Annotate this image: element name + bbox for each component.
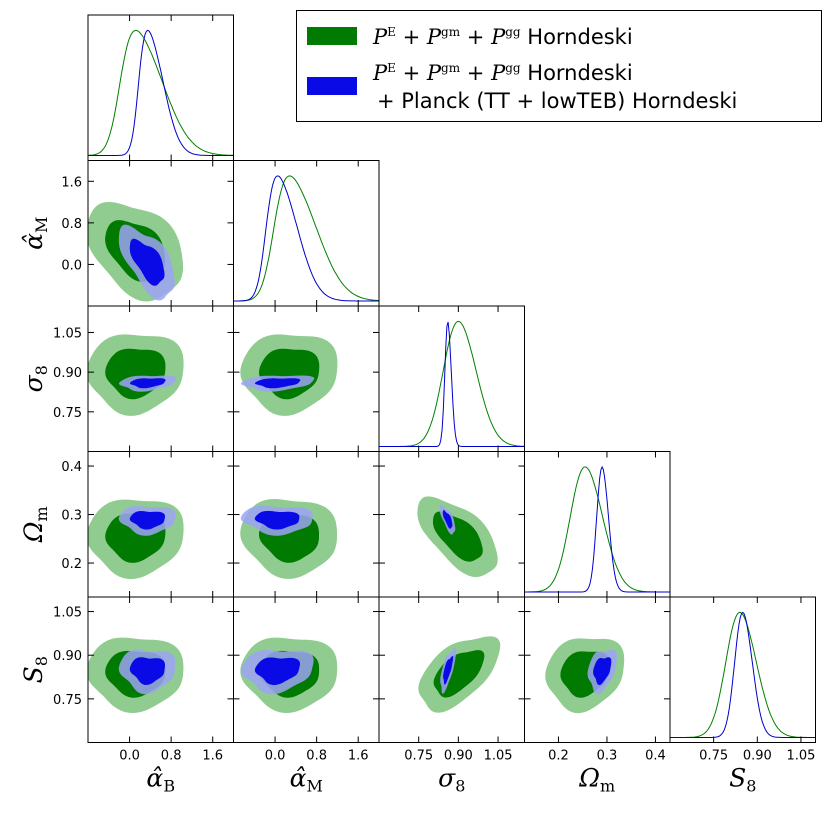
panel-content: [417, 496, 498, 578]
x-tick-label: 0.3: [597, 749, 618, 764]
marginal-curve-blue: [524, 465, 670, 593]
panel-Omega_m-S_8: 0.2 0.3 0.4: [524, 596, 671, 764]
panel-content: [88, 637, 184, 713]
contour-68-blue: [254, 378, 301, 389]
marginal-curve-blue: [670, 611, 816, 738]
x-axis-label-Omega_m: Ωm: [578, 764, 615, 796]
x-tick-label: 0.90: [444, 749, 473, 764]
panel-alpha_M-sigma_8: [233, 305, 380, 452]
y-tick-label: 1.05: [53, 606, 82, 621]
y-axis-label-Omega_m: Ωm: [19, 506, 51, 543]
panel-content: [670, 611, 816, 738]
y-tick-label: 0.8: [61, 217, 82, 232]
panel-alpha_B-alpha_M: 0.0 0.8 1.6: [61, 160, 234, 307]
panel-alpha_B-Omega_m: 0.2 0.3 0.4: [61, 451, 234, 598]
marginal-curve-blue: [88, 29, 234, 156]
x-tick-label: 1.05: [484, 749, 513, 764]
panel-content: [240, 637, 338, 713]
x-tick-label: 1.6: [348, 749, 369, 764]
x-tick-label: 0.2: [548, 749, 569, 764]
y-tick-label: 0.4: [61, 460, 82, 475]
x-tick-label: 1.6: [202, 749, 223, 764]
x-axis-label-alpha_B: α̂B: [146, 764, 175, 796]
marginal-curve-blue: [379, 321, 525, 447]
panel-alpha_M-Omega_m: [233, 451, 380, 598]
panel-sigma_8-S_8: 0.75 0.90 1.05: [378, 596, 525, 764]
panel-content: [379, 320, 525, 447]
y-tick-label: 1.6: [61, 175, 82, 190]
contour-68-blue: [254, 510, 300, 530]
legend-text-blue: PE + Pgm + Pgg Horndeski: [373, 61, 633, 85]
contour-68-blue: [593, 657, 612, 686]
panel-alpha_B-alpha_B: [87, 14, 234, 161]
contour-68-blue: [129, 657, 165, 685]
x-tick-label: 1.05: [786, 749, 815, 764]
panel-content: [88, 334, 184, 416]
panel-sigma_8-sigma_8: [378, 305, 525, 452]
y-tick-label: 0.3: [61, 509, 82, 524]
y-axis-label-sigma_8: σ8: [19, 365, 51, 392]
panel-content: [545, 638, 625, 714]
panel-content: [88, 29, 234, 156]
legend: PE + Pgm + Pgg Horndeski PE + Pgm + Pgg …: [296, 10, 822, 122]
y-tick-label: 0.90: [53, 366, 82, 381]
panels-layer: 0.00.81.60.750.901.050.20.30.40.0 0.8 1.60…: [19, 14, 816, 796]
x-axis-label-S_8: S8: [729, 764, 756, 796]
x-tick-label: 0.0: [119, 749, 140, 764]
panel-content: [418, 636, 501, 713]
marginal-curve-green: [524, 466, 670, 593]
y-tick-label: 0.75: [53, 693, 82, 708]
x-tick-label: 0.4: [645, 749, 666, 764]
panel-content: [233, 175, 379, 302]
y-tick-label: 0.2: [61, 557, 82, 572]
y-tick-label: 0.0: [61, 258, 82, 273]
x-axis-label-sigma_8: σ8: [438, 764, 465, 796]
legend-text-green: PE + Pgm + Pgg Horndeski: [373, 25, 633, 49]
x-axis-label-alpha_M: α̂M: [290, 764, 323, 796]
contour-68-blue: [442, 510, 453, 529]
panel-sigma_8-Omega_m: [378, 451, 525, 598]
panel-content: [240, 499, 337, 579]
x-tick-label: 0.75: [404, 749, 433, 764]
contour-68-blue: [129, 238, 165, 286]
x-tick-label: 0.8: [306, 749, 327, 764]
panel-content: [88, 499, 184, 580]
contour-68-blue: [129, 378, 166, 389]
y-tick-label: 0.75: [53, 406, 82, 421]
x-tick-label: 0.8: [161, 749, 182, 764]
contour-68-blue: [254, 657, 300, 686]
y-axis-label-S_8: S8: [19, 656, 51, 683]
contour-68-blue: [443, 655, 454, 685]
marginal-curve-green: [88, 29, 234, 156]
marginal-curve-green: [233, 175, 379, 302]
x-tick-label: 0.75: [699, 749, 728, 764]
marginal-curve-green: [670, 611, 816, 738]
legend-text-blue-line2: + Planck (TT + lowTEB) Horndeski: [377, 89, 738, 113]
contour-68-blue: [129, 511, 165, 530]
panel-alpha_M-alpha_M: [233, 160, 380, 307]
panel-alpha_B-S_8: 0.0 0.8 1.6 0.75 0.90 1.05: [53, 596, 234, 764]
panel-frame: [233, 160, 380, 307]
x-tick-label: 0.0: [265, 749, 286, 764]
y-tick-label: 1.05: [53, 326, 82, 341]
panel-frame: [524, 451, 671, 598]
legend-swatch-blue: [307, 77, 357, 95]
legend-swatch-green: [307, 27, 357, 45]
x-tick-label: 0.90: [743, 749, 772, 764]
panel-Omega_m-Omega_m: [524, 451, 671, 598]
panel-frame: [669, 596, 816, 743]
panel-content: [524, 465, 670, 593]
panel-content: [88, 201, 184, 302]
panel-alpha_M-S_8: 0.0 0.8 1.6: [233, 596, 380, 764]
panel-frame: [87, 14, 234, 161]
panel-content: [240, 334, 338, 416]
y-tick-label: 0.90: [53, 649, 82, 664]
panel-S_8-S_8: 0.75 0.90 1.05: [669, 596, 816, 764]
panel-alpha_B-sigma_8: 0.75 0.90 1.05: [53, 305, 234, 452]
y-axis-label-alpha_M: α̂M: [19, 217, 51, 250]
marginal-curve-blue: [233, 175, 379, 302]
